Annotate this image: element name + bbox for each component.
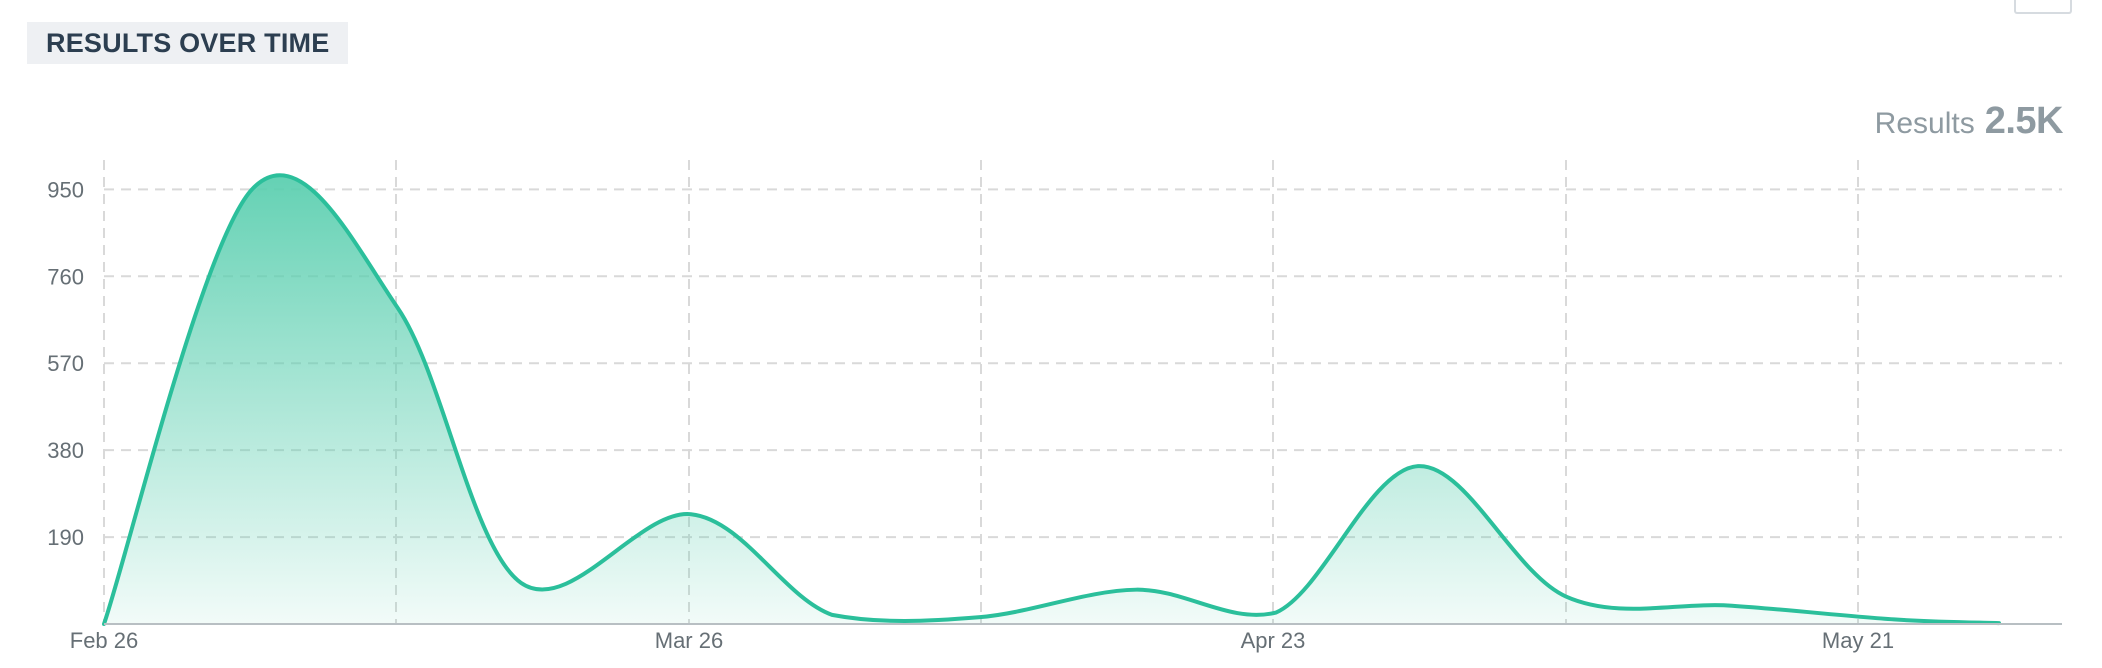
data-point-10 — [1563, 594, 1569, 600]
x-tick-label-may-21: May 21 — [1822, 628, 1894, 653]
data-point-11 — [1729, 603, 1735, 609]
x-tick-label-mar-26: Mar 26 — [655, 628, 723, 653]
y-tick-label-380: 380 — [47, 438, 84, 463]
data-point-1 — [249, 186, 255, 192]
data-point-4 — [688, 511, 694, 517]
area-series — [102, 173, 2001, 626]
series-line — [102, 173, 2001, 626]
y-tick-label-570: 570 — [47, 351, 84, 376]
results-summary: Results 2.5K — [1874, 100, 2064, 143]
options-menu-button[interactable] — [2014, 0, 2072, 14]
y-tick-label-950: 950 — [47, 177, 84, 202]
data-point-12 — [1891, 616, 1897, 622]
y-tick-label-190: 190 — [47, 525, 84, 550]
x-tick-label-feb-26: Feb 26 — [70, 628, 139, 653]
x-tick-label-apr-23: Apr 23 — [1241, 628, 1306, 653]
chart-title-badge: RESULTS OVER TIME — [27, 22, 349, 64]
data-point-6 — [977, 614, 983, 620]
chart-title: RESULTS OVER TIME — [46, 27, 330, 58]
y-tick-label-760: 760 — [47, 264, 84, 289]
results-summary-value: 2.5K — [1984, 100, 2064, 142]
results-summary-label: Results — [1874, 107, 1975, 140]
data-point-8 — [1273, 610, 1279, 616]
data-point-2 — [395, 305, 401, 311]
data-point-7 — [1133, 587, 1139, 593]
area-fill — [104, 175, 1999, 624]
tick-labels: 190 380 570 760 950 Feb 26 Mar 26 Apr 23 May 21 — [47, 177, 1894, 653]
data-point-3 — [518, 580, 524, 586]
data-point-5 — [829, 612, 835, 618]
data-point-9 — [1415, 463, 1421, 469]
